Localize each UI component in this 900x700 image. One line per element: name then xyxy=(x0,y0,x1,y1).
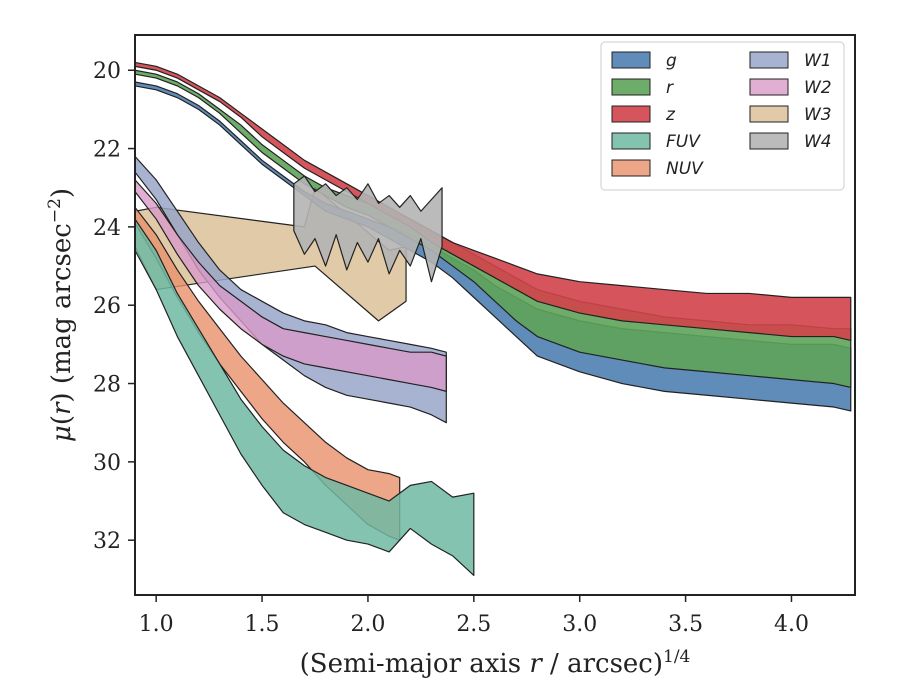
y-tick-label: 28 xyxy=(93,373,121,398)
series-w2-band xyxy=(135,179,447,392)
legend-swatch-w4 xyxy=(749,132,789,150)
legend-label-g: g xyxy=(666,51,677,71)
legend-label-w2: W2 xyxy=(804,78,832,98)
legend-swatch-w1 xyxy=(749,51,789,69)
legend-swatch-nuv xyxy=(611,159,651,177)
plot-frame xyxy=(134,34,856,596)
x-axis-title: (Semi-major axis r / arcsec)1/4 xyxy=(300,647,691,679)
legend-label-nuv: NUV xyxy=(666,159,704,179)
series-w4-band xyxy=(293,175,443,283)
x-tick-label: 3.5 xyxy=(668,612,703,637)
y-axis-title: μ(r) (mag arcsec−2) xyxy=(45,188,77,442)
y-tick-label: 22 xyxy=(93,138,121,163)
series-z-band xyxy=(135,61,852,342)
legend-swatch-fuv xyxy=(611,132,651,150)
legend-swatch-w3 xyxy=(749,105,789,123)
legend-swatch-g xyxy=(611,51,651,69)
legend-swatch-r xyxy=(611,78,651,96)
x-tick-label: 4.0 xyxy=(774,612,809,637)
legend-label-fuv: FUV xyxy=(666,132,701,152)
x-tick-label: 1.5 xyxy=(245,612,280,637)
y-tick-label: 20 xyxy=(93,59,121,84)
y-tick-label: 30 xyxy=(93,451,121,476)
legend-swatch-z xyxy=(611,105,651,123)
legend: grz FUV NUV W1 W2 W3 W4 xyxy=(600,41,845,191)
legend-label-w3: W3 xyxy=(804,105,832,125)
legend-label-r: r xyxy=(666,78,674,98)
x-tick-label: 2.5 xyxy=(456,612,491,637)
y-tick-label: 26 xyxy=(93,294,121,319)
legend-swatch-w2 xyxy=(749,78,789,96)
x-axis: 1.0 1.5 2.0 2.5 3.0 3.5 4.0 xyxy=(139,595,809,637)
series-fuv-band xyxy=(135,218,475,577)
x-tick-label: 1.0 xyxy=(139,612,174,637)
series-layer xyxy=(135,61,852,577)
y-axis: 20 22 24 26 28 30 32 xyxy=(93,59,135,554)
legend-label-w4: W4 xyxy=(804,132,832,152)
x-tick-label: 3.0 xyxy=(562,612,597,637)
legend-label-z: z xyxy=(665,105,676,125)
y-tick-label: 32 xyxy=(93,529,121,554)
legend-label-w1: W1 xyxy=(804,51,832,71)
y-tick-label: 24 xyxy=(93,216,121,241)
x-tick-label: 2.0 xyxy=(350,612,385,637)
